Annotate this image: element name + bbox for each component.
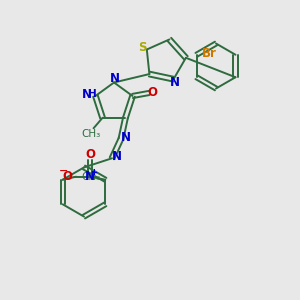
Text: N: N bbox=[112, 150, 122, 163]
Text: S: S bbox=[138, 40, 147, 54]
Text: Br: Br bbox=[202, 47, 217, 60]
Text: O: O bbox=[63, 170, 73, 183]
Text: CH₃: CH₃ bbox=[81, 129, 100, 139]
Text: N: N bbox=[82, 88, 92, 101]
Text: CH₃: CH₃ bbox=[82, 172, 101, 182]
Text: O: O bbox=[148, 86, 158, 99]
Text: O: O bbox=[85, 148, 95, 161]
Text: N: N bbox=[170, 76, 180, 89]
Text: −: − bbox=[58, 166, 68, 176]
Text: N: N bbox=[110, 71, 120, 85]
Text: N: N bbox=[85, 169, 95, 183]
Text: +: + bbox=[90, 168, 98, 177]
Text: H: H bbox=[88, 89, 97, 100]
Text: N: N bbox=[122, 131, 131, 144]
